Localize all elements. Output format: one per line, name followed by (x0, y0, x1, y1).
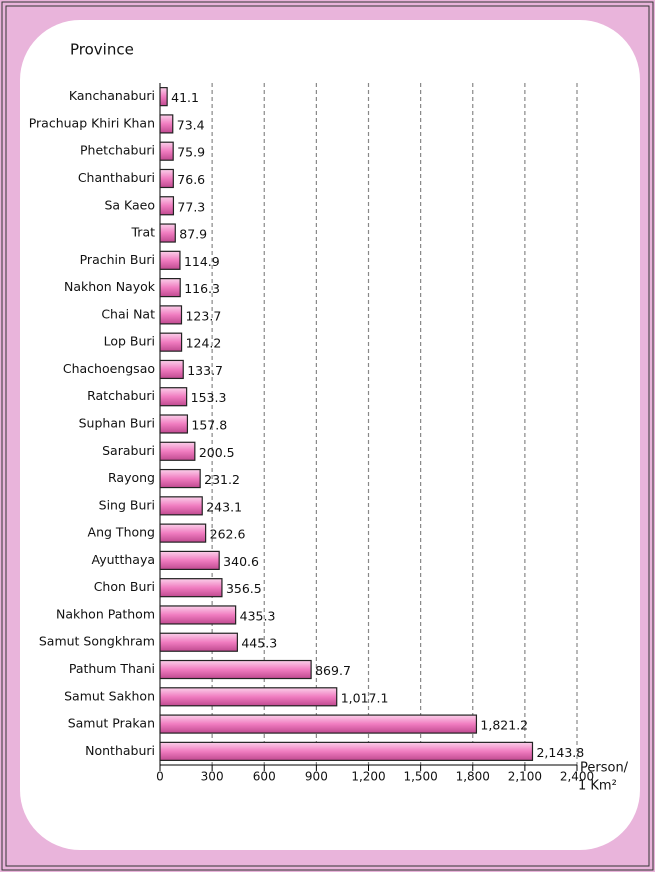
bar (159, 714, 478, 734)
y-tick-label: Ratchaburi (87, 388, 155, 403)
data-label: 123.7 (185, 308, 221, 323)
data-label: 435.3 (240, 608, 276, 623)
x-tick-label: 2,100 (508, 770, 542, 784)
data-label: 124.2 (186, 336, 222, 351)
data-label: 243.1 (206, 499, 242, 514)
y-tick-label: Nakhon Pathom (56, 606, 155, 621)
bar (159, 223, 176, 243)
bar (159, 523, 207, 543)
bar (159, 414, 189, 434)
x-tick-label: 1,200 (351, 770, 385, 784)
y-tick-label: Ayutthaya (92, 552, 155, 567)
y-tick-label: Pathum Thani (69, 661, 155, 676)
bar (159, 605, 237, 625)
y-tick-label: Saraburi (102, 443, 155, 458)
y-tick-label: Chon Buri (94, 579, 155, 594)
bar (159, 250, 181, 270)
data-label: 77.3 (177, 199, 205, 214)
data-label: 153.3 (191, 390, 227, 405)
y-tick-label: Samut Sakhon (64, 688, 155, 703)
y-tick-label: Suphan Buri (79, 416, 155, 431)
bar (159, 578, 223, 598)
x-tick-label: 300 (201, 770, 224, 784)
data-label: 87.9 (179, 227, 207, 242)
y-tick-label: Trat (131, 225, 156, 240)
x-axis-label: Person/ (580, 761, 629, 776)
data-label: 356.5 (226, 581, 262, 596)
data-label: 869.7 (315, 663, 351, 678)
data-label: 133.7 (187, 363, 223, 378)
x-tick-label: 2,400 (560, 770, 594, 784)
bar (159, 687, 338, 707)
y-tick-label: Nonthaburi (85, 743, 155, 758)
y-tick-label: Chachoengsao (63, 361, 155, 376)
data-label: 1,821.2 (480, 718, 528, 733)
bar (159, 441, 196, 461)
y-axis-label: Province (70, 41, 134, 59)
data-label: 114.9 (184, 254, 220, 269)
data-label: 445.3 (241, 636, 277, 651)
y-tick-label: Nakhon Nayok (64, 279, 156, 294)
x-tick-label: 900 (305, 770, 328, 784)
bar (159, 550, 220, 571)
bar (159, 168, 174, 189)
x-axis-label: 1 Km² (578, 779, 617, 794)
data-label: 262.6 (210, 527, 246, 542)
y-tick-label: Phetchaburi (80, 143, 155, 158)
y-tick-label: Rayong (108, 470, 155, 485)
data-label: 200.5 (199, 445, 235, 460)
frame (5, 5, 650, 867)
data-label: 76.6 (177, 172, 205, 187)
data-label: 116.3 (184, 281, 220, 296)
bar (159, 359, 184, 380)
data-label: 41.1 (171, 90, 199, 105)
bar (159, 196, 175, 216)
data-label: 73.4 (177, 117, 205, 132)
data-label: 75.9 (177, 145, 205, 160)
y-tick-label: Lop Buri (104, 334, 155, 349)
bar (159, 332, 183, 352)
bar (159, 141, 174, 161)
bar (159, 114, 174, 134)
y-tick-label: Sa Kaeo (104, 197, 155, 212)
y-tick-label: Prachin Buri (80, 252, 155, 267)
x-tick-label: 0 (156, 770, 164, 784)
y-tick-label: Samut Prakan (68, 716, 155, 731)
data-label: 157.8 (191, 418, 227, 433)
x-tick-label: 1,500 (403, 770, 437, 784)
y-tick-label: Prachuap Khiri Khan (29, 115, 155, 130)
bar (159, 468, 201, 489)
data-label: 1,017.1 (341, 690, 389, 705)
bar (159, 741, 534, 761)
bar (159, 305, 183, 325)
bar (159, 278, 181, 298)
bar (159, 87, 168, 107)
bar (159, 659, 312, 680)
bar (159, 632, 238, 652)
y-tick-label: Sing Buri (99, 497, 155, 512)
y-tick-label: Samut Songkhram (39, 634, 155, 649)
bar (159, 496, 203, 516)
y-tick-label: Chanthaburi (78, 170, 155, 185)
x-tick-label: 600 (253, 770, 276, 784)
data-label: 231.2 (204, 472, 240, 487)
y-tick-label: Kanchanaburi (69, 88, 155, 103)
y-tick-label: Ang Thong (88, 525, 155, 540)
data-label: 2,143.8 (536, 745, 584, 760)
y-tick-label: Chai Nat (101, 306, 155, 321)
bar (159, 387, 188, 407)
data-label: 340.6 (223, 554, 259, 569)
x-tick-label: 1,800 (456, 770, 490, 784)
